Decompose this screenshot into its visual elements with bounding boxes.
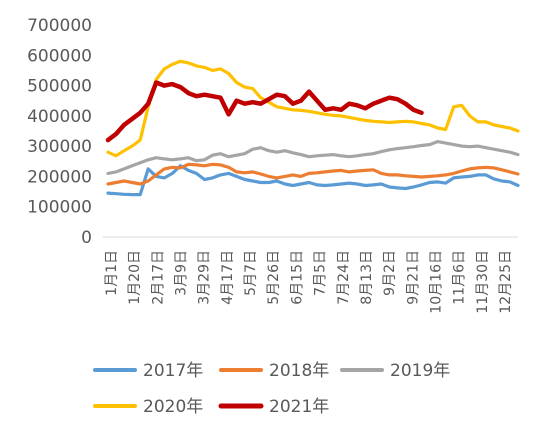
- x-tick-label: 2月17日: [150, 250, 166, 305]
- x-tick-label: 7月5日: [313, 250, 329, 296]
- x-tick-label: 1月1日: [104, 250, 120, 296]
- x-tick-label: 1月20日: [127, 250, 143, 305]
- x-tick-label: 3月29日: [197, 250, 213, 305]
- y-tick-label: 200000: [27, 167, 92, 187]
- x-tick-label: 3月9日: [174, 250, 190, 296]
- x-tick-label: 11月6日: [452, 250, 468, 305]
- y-tick-label: 400000: [27, 107, 92, 127]
- y-tick-label: 100000: [27, 198, 92, 218]
- series-line-2019年: [106, 140, 520, 175]
- y-tick-label: 300000: [27, 137, 92, 157]
- x-tick-label: 6月15日: [289, 250, 305, 305]
- x-tick-label: 11月30日: [475, 250, 491, 314]
- series-line-2017年: [106, 164, 520, 197]
- x-tick-label: 5月26日: [266, 250, 282, 305]
- series-line-2021年: [105, 80, 424, 143]
- legend-label: 2020年: [143, 397, 203, 417]
- legend-label: 2017年: [143, 361, 203, 381]
- plot-area: [105, 59, 520, 197]
- y-tick-label: 500000: [27, 77, 92, 97]
- x-tick-label: 9月2日: [382, 250, 398, 296]
- y-axis: 700000 600000 500000 400000 300000 200000 1000…: [27, 16, 92, 248]
- series-line-2018年: [106, 162, 520, 186]
- x-tick-label: 10月16日: [428, 250, 444, 314]
- legend: 2017年 2018年 2019年 2020年 2021年: [93, 361, 450, 417]
- legend-label: 2018年: [269, 361, 329, 381]
- series-line-2020年: [106, 59, 520, 158]
- x-tick-label: 7月24日: [336, 250, 352, 305]
- x-axis: 1月1日 1月20日 2月17日 3月9日 3月29日 4月17日 5月7日 5月26日 6月1…: [103, 236, 518, 314]
- x-tick-label: 5月7日: [243, 250, 259, 296]
- x-tick-label: 4月17日: [220, 250, 236, 305]
- x-tick-label: 12月25日: [498, 250, 514, 314]
- x-tick-label: 9月21日: [405, 250, 421, 305]
- y-tick-label: 0: [81, 228, 92, 248]
- legend-label: 2021年: [269, 397, 329, 417]
- y-tick-label: 600000: [27, 46, 92, 66]
- x-tick-label: 8月13日: [359, 250, 375, 305]
- legend-label: 2019年: [390, 361, 450, 381]
- y-tick-label: 700000: [27, 16, 92, 36]
